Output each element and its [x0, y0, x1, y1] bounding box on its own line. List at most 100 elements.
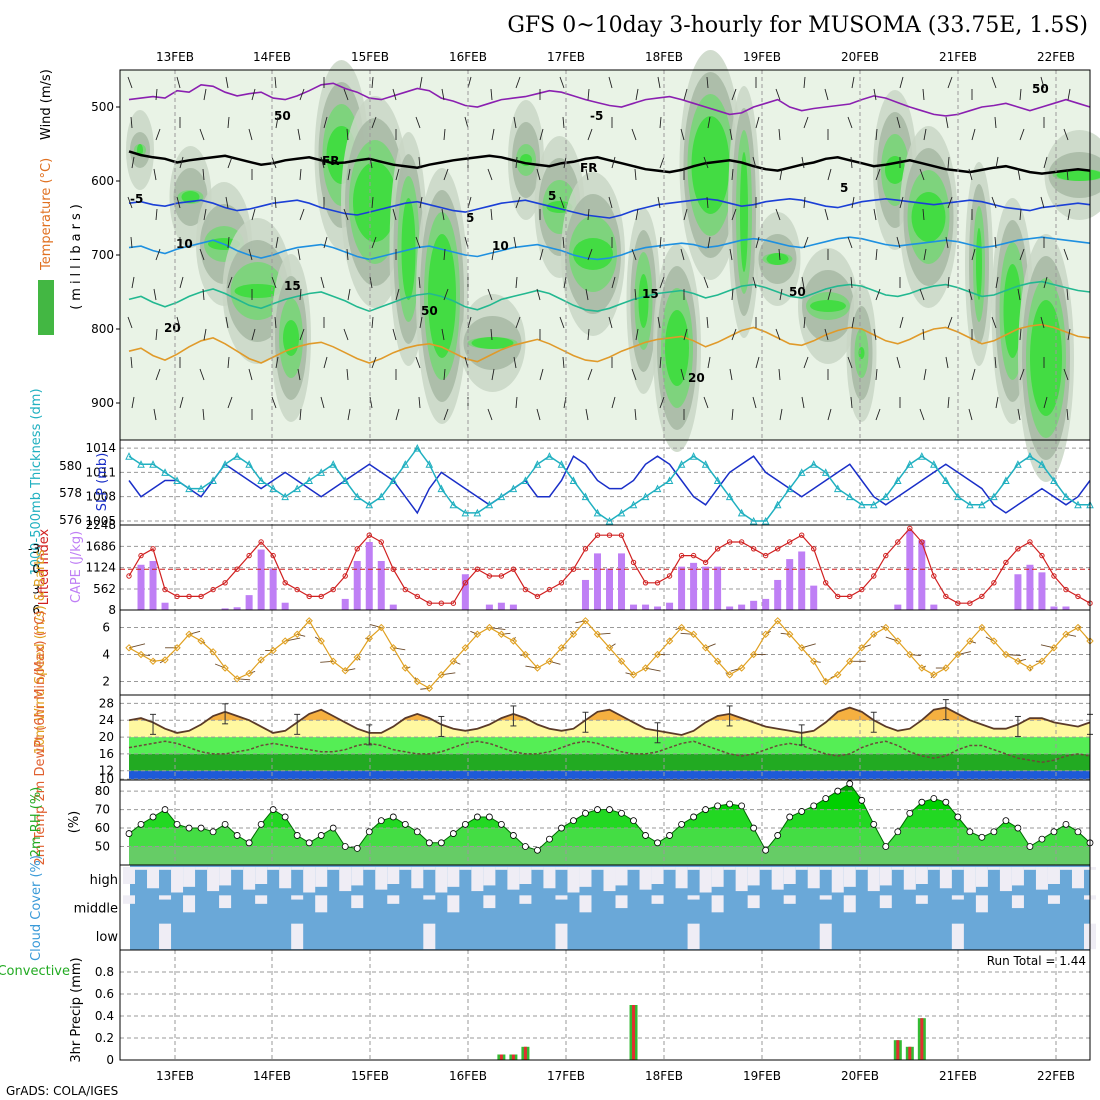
- cape-bar: [353, 560, 361, 610]
- wind-barb: [991, 316, 997, 329]
- wind-barb: [896, 116, 901, 129]
- wind-barb: [371, 116, 377, 129]
- wind-barb: [490, 88, 493, 101]
- wind-barb: [631, 128, 637, 141]
- wind-barb: [585, 408, 589, 421]
- wind-barb: [657, 76, 661, 89]
- thickness-axis-label: 1000-500mb Thickness (dm): [29, 388, 44, 575]
- cloud-cell: [999, 867, 1012, 892]
- rh-marker: [546, 835, 553, 843]
- wind-barb: [343, 328, 349, 341]
- wind-speed-marker: [665, 637, 674, 645]
- lifted-index-marker: [498, 573, 505, 579]
- cloud-cell: [747, 895, 760, 909]
- wind-barb: [634, 168, 637, 181]
- wind-barb: [803, 356, 809, 369]
- wind-speed-marker: [1038, 657, 1046, 665]
- wind-speed-marker: [449, 657, 458, 665]
- rh-marker: [810, 802, 818, 810]
- thickness-marker: [269, 484, 277, 493]
- wind-barb: [731, 208, 737, 221]
- wind-barb: [731, 168, 734, 181]
- wind-speed-marker: [834, 671, 842, 679]
- wind-barb: [179, 156, 184, 169]
- lifted-index-marker: [234, 566, 240, 572]
- rh-marker: [894, 828, 902, 836]
- wind-speed-marker: [725, 671, 734, 679]
- cloud-cell: [651, 895, 664, 904]
- thickness-marker: [605, 516, 614, 525]
- cloud-cell: [159, 923, 172, 950]
- thickness-marker: [930, 460, 938, 468]
- thickness-marker: [593, 508, 602, 517]
- lifted-index-marker: [198, 593, 204, 600]
- wind-barb: [611, 156, 616, 169]
- wind-barb: [130, 116, 133, 129]
- cloud-cell: [1011, 895, 1024, 909]
- wind-speed-marker: [437, 671, 446, 679]
- wind-barb: [501, 632, 511, 635]
- slp-tick-label: 1005: [85, 514, 116, 528]
- series-line: [128, 455, 1091, 515]
- wind-speed-marker: [1074, 623, 1082, 632]
- cloud-cell: [135, 867, 148, 870]
- cloud-cell: [963, 867, 976, 893]
- cape-bar: [341, 598, 349, 610]
- wind-barb: [991, 196, 997, 209]
- wind-barb: [536, 408, 541, 421]
- thickness-marker: [677, 460, 686, 468]
- cloud-cell: [975, 895, 988, 913]
- wind-barb: [1063, 128, 1069, 141]
- wind-barb: [491, 248, 495, 261]
- thickness-marker: [653, 484, 662, 493]
- wind-barb: [559, 76, 565, 89]
- wind-barb: [176, 196, 181, 209]
- wind-barb: [923, 128, 927, 141]
- cloud-cell: [807, 867, 820, 889]
- thickness-marker: [293, 484, 301, 493]
- wind-barb: [130, 236, 133, 249]
- wind-speed-marker: [185, 630, 193, 638]
- wind-barb: [1063, 248, 1069, 261]
- thickness-marker: [629, 500, 638, 509]
- cloud-row-label: middle: [74, 902, 118, 917]
- wind-speed-marker: [257, 656, 265, 664]
- precip-tick-label: 0.4: [95, 1009, 114, 1023]
- thickness-marker: [869, 500, 878, 509]
- lifted-index-marker: [1051, 573, 1057, 579]
- thickness-marker: [485, 500, 494, 509]
- lifted-index-marker: [714, 546, 721, 552]
- wind-barb: [395, 408, 400, 421]
- rh-marker: [137, 820, 145, 828]
- rh-marker: [197, 824, 205, 832]
- rh-marker: [642, 832, 649, 839]
- wind-speed-marker: [233, 675, 241, 683]
- cloud-cell: [423, 923, 436, 950]
- wind-speed-marker: [149, 657, 157, 665]
- wind-barb: [1017, 658, 1027, 662]
- wind-barb: [127, 316, 133, 329]
- wind-barb: [683, 328, 688, 341]
- wind-barb: [703, 156, 709, 169]
- wind-barb: [1066, 408, 1069, 421]
- precip-tick-label: 0.2: [95, 1031, 114, 1045]
- wind-barb: [1019, 88, 1022, 101]
- cloud-cell: [519, 867, 532, 884]
- wind-speed-marker: [485, 623, 494, 632]
- thickness-marker: [281, 492, 289, 501]
- wind-barb: [179, 276, 184, 289]
- cloud-cell: [639, 867, 652, 890]
- wind-barb: [659, 116, 662, 129]
- cloud-cell: [951, 867, 964, 870]
- wind-barb: [824, 328, 829, 341]
- lifted-index-marker: [258, 539, 264, 545]
- rh-marker: [690, 813, 697, 821]
- rh-marker: [750, 824, 758, 832]
- thickness-marker: [821, 468, 830, 476]
- cloud-axis-label: Cloud Cover (%): [29, 855, 44, 961]
- thickness-marker: [893, 476, 902, 484]
- wind-barb: [227, 156, 233, 169]
- wind-barb: [419, 196, 423, 209]
- bottom-date-label: 19FEB: [743, 1069, 781, 1083]
- rh-shade: [911, 192, 946, 242]
